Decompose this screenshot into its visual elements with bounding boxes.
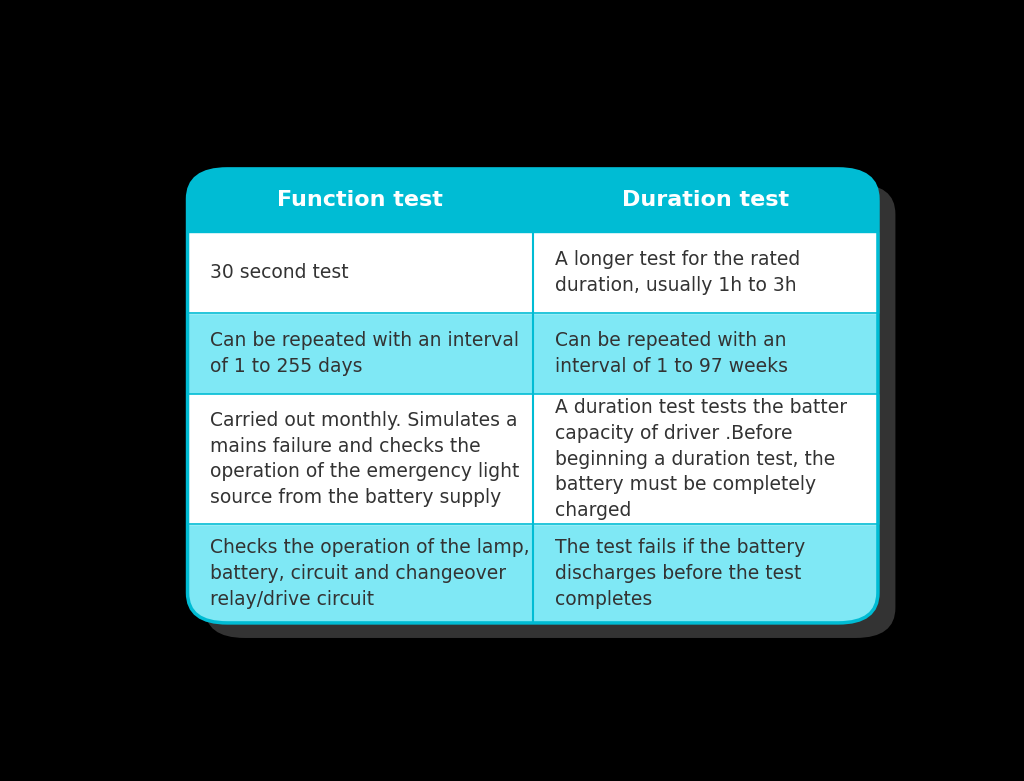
FancyBboxPatch shape	[187, 169, 878, 232]
Bar	[187, 394, 878, 524]
Text: Duration test: Duration test	[622, 191, 788, 210]
Text: The test fails if the battery
discharges before the test
completes: The test fails if the battery discharges…	[555, 538, 805, 608]
Text: Checks the operation of the lamp,
battery, circuit and changeover
relay/drive ci: Checks the operation of the lamp, batter…	[210, 538, 529, 608]
Bar	[187, 232, 878, 313]
Text: Function test: Function test	[278, 191, 443, 210]
Text: A duration test tests the batter
capacity of driver .Before
beginning a duration: A duration test tests the batter capacit…	[555, 398, 847, 520]
Text: Carried out monthly. Simulates a
mains failure and checks the
operation of the e: Carried out monthly. Simulates a mains f…	[210, 411, 519, 507]
Text: Can be repeated with an interval
of 1 to 255 days: Can be repeated with an interval of 1 to…	[210, 331, 519, 376]
Bar	[187, 201, 878, 232]
FancyBboxPatch shape	[205, 184, 895, 638]
Text: A longer test for the rated
duration, usually 1h to 3h: A longer test for the rated duration, us…	[555, 250, 800, 295]
FancyBboxPatch shape	[187, 169, 878, 623]
Text: Can be repeated with an
interval of 1 to 97 weeks: Can be repeated with an interval of 1 to…	[555, 331, 787, 376]
Text: 30 second test: 30 second test	[210, 263, 348, 282]
